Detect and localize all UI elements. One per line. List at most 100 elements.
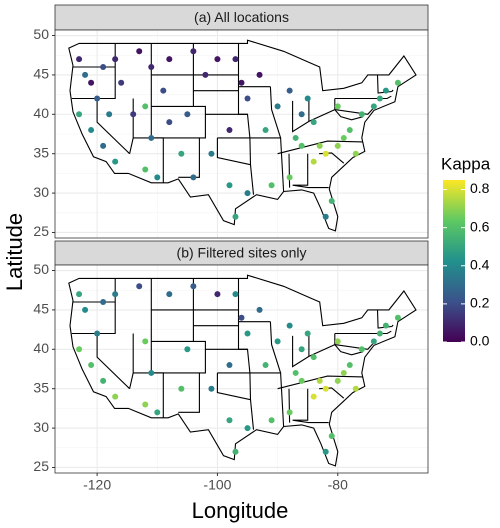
site-point (298, 377, 305, 384)
site-point (322, 213, 329, 220)
site-point (94, 95, 101, 102)
strip (54, 240, 429, 266)
site-point (244, 330, 251, 337)
site-point (328, 432, 335, 439)
site-point (376, 330, 383, 337)
state-border (292, 388, 329, 424)
site-point (94, 330, 101, 337)
site-point (82, 306, 89, 313)
state-border (237, 43, 255, 195)
site-point (232, 448, 239, 455)
y-tick-label: 35 (33, 144, 49, 160)
site-point (244, 95, 251, 102)
y-tick-label: 25 (33, 458, 49, 474)
site-point (322, 385, 329, 392)
site-point (304, 95, 311, 102)
site-point (256, 71, 263, 78)
site-point (106, 111, 113, 118)
site-point (394, 79, 401, 86)
colorbar-tick-label: 0.0 (470, 333, 490, 349)
site-point (328, 197, 335, 204)
state-border (269, 321, 282, 374)
site-point (286, 322, 293, 329)
site-point (178, 385, 185, 392)
y-tick-label: 25 (33, 223, 49, 239)
site-point (334, 338, 341, 345)
state-border (288, 388, 291, 423)
state-border (334, 330, 392, 335)
site-point (130, 111, 137, 118)
site-point (82, 71, 89, 78)
y-tick-label: 35 (33, 379, 49, 395)
site-point (274, 103, 281, 110)
state-border (277, 140, 364, 155)
site-point (118, 79, 125, 86)
site-point (190, 174, 197, 181)
state-border (292, 153, 329, 189)
site-point (262, 127, 269, 134)
site-point (316, 142, 323, 149)
site-point (142, 103, 149, 110)
site-point (184, 111, 191, 118)
site-point (334, 377, 341, 384)
site-point (154, 409, 161, 416)
y-axis-title: Latitude (2, 213, 27, 291)
site-point (166, 56, 173, 63)
y-tick-label: 45 (33, 301, 49, 317)
site-point (214, 291, 221, 298)
site-point (322, 150, 329, 157)
site-point (238, 79, 245, 86)
site-point (190, 283, 197, 290)
site-point (76, 346, 83, 353)
site-point (166, 291, 173, 298)
site-point (100, 377, 107, 384)
site-point (310, 158, 317, 165)
country-outline (68, 39, 417, 232)
site-point (382, 87, 389, 94)
state-border (334, 95, 392, 100)
site-point (334, 103, 341, 110)
site-point (148, 64, 155, 71)
site-point (292, 134, 299, 141)
site-point (88, 79, 95, 86)
site-point (268, 417, 275, 424)
site-point (346, 362, 353, 369)
site-point (286, 87, 293, 94)
y-tick-label: 40 (33, 105, 49, 121)
panel-border (54, 29, 429, 239)
site-point (310, 119, 317, 126)
site-point (340, 134, 347, 141)
site-point (340, 369, 347, 376)
site-point (100, 142, 107, 149)
site-point (274, 338, 281, 345)
site-point (226, 127, 233, 134)
site-point (352, 150, 359, 157)
site-point (208, 385, 215, 392)
state-border (96, 98, 130, 155)
site-point (370, 103, 377, 110)
site-point (262, 362, 269, 369)
site-point (310, 354, 317, 361)
site-point (100, 64, 107, 71)
site-point (142, 338, 149, 345)
site-point (232, 56, 239, 63)
y-tick-label: 45 (33, 66, 49, 82)
x-axis-title: Longitude (192, 498, 289, 523)
state-border (237, 278, 255, 430)
site-point (88, 127, 95, 134)
site-point (136, 283, 143, 290)
site-point (298, 111, 305, 118)
site-point (310, 393, 317, 400)
site-point (202, 71, 209, 78)
site-point (358, 346, 365, 353)
state-border (216, 372, 251, 401)
site-point (76, 291, 83, 298)
x-tick-label: -120 (83, 477, 111, 493)
site-point (346, 127, 353, 134)
colorbar-tick-label: 0.2 (470, 295, 490, 311)
site-point (184, 346, 191, 353)
y-tick-label: 40 (33, 340, 49, 356)
site-point (76, 56, 83, 63)
site-point (256, 306, 263, 313)
